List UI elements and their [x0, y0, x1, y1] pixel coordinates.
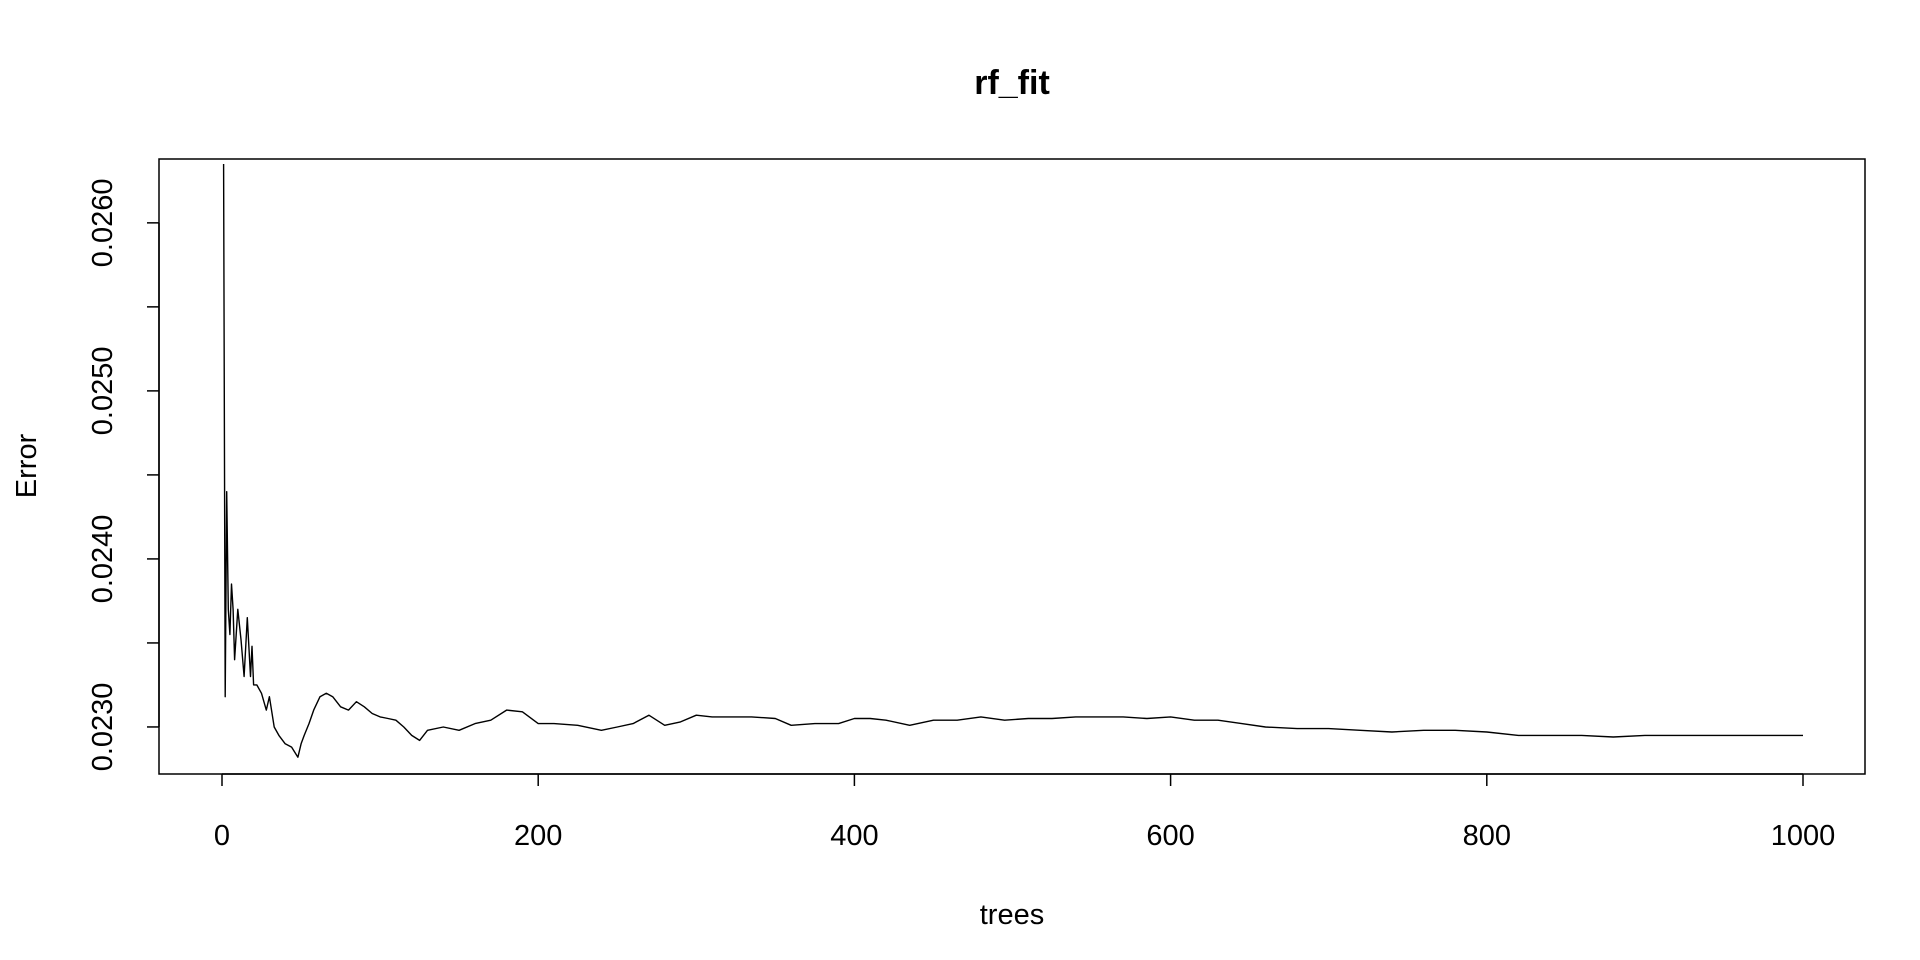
x-tick-label: 800 [1463, 820, 1511, 852]
x-tick-label: 400 [830, 820, 878, 852]
x-tick-label: 600 [1146, 820, 1194, 852]
y-tick-label: 0.0230 [87, 683, 119, 772]
plot-frame [158, 158, 1866, 775]
x-tick-label: 200 [514, 820, 562, 852]
error-series-line [222, 163, 1803, 758]
y-axis-label: Error [11, 433, 43, 498]
x-axis-label: trees [980, 899, 1044, 931]
chart-title: rf_fit [974, 64, 1050, 102]
x-tick-label: 0 [214, 820, 230, 852]
y-tick-label: 0.0260 [87, 179, 119, 268]
y-tick-label: 0.0240 [87, 515, 119, 604]
y-tick-label: 0.0250 [87, 347, 119, 436]
y-axis: 0.0230 0.0240 0.0250 0.0260 [87, 179, 160, 772]
x-axis: 0 200 400 600 800 1000 [214, 773, 1836, 852]
x-tick-label: 1000 [1771, 820, 1836, 852]
